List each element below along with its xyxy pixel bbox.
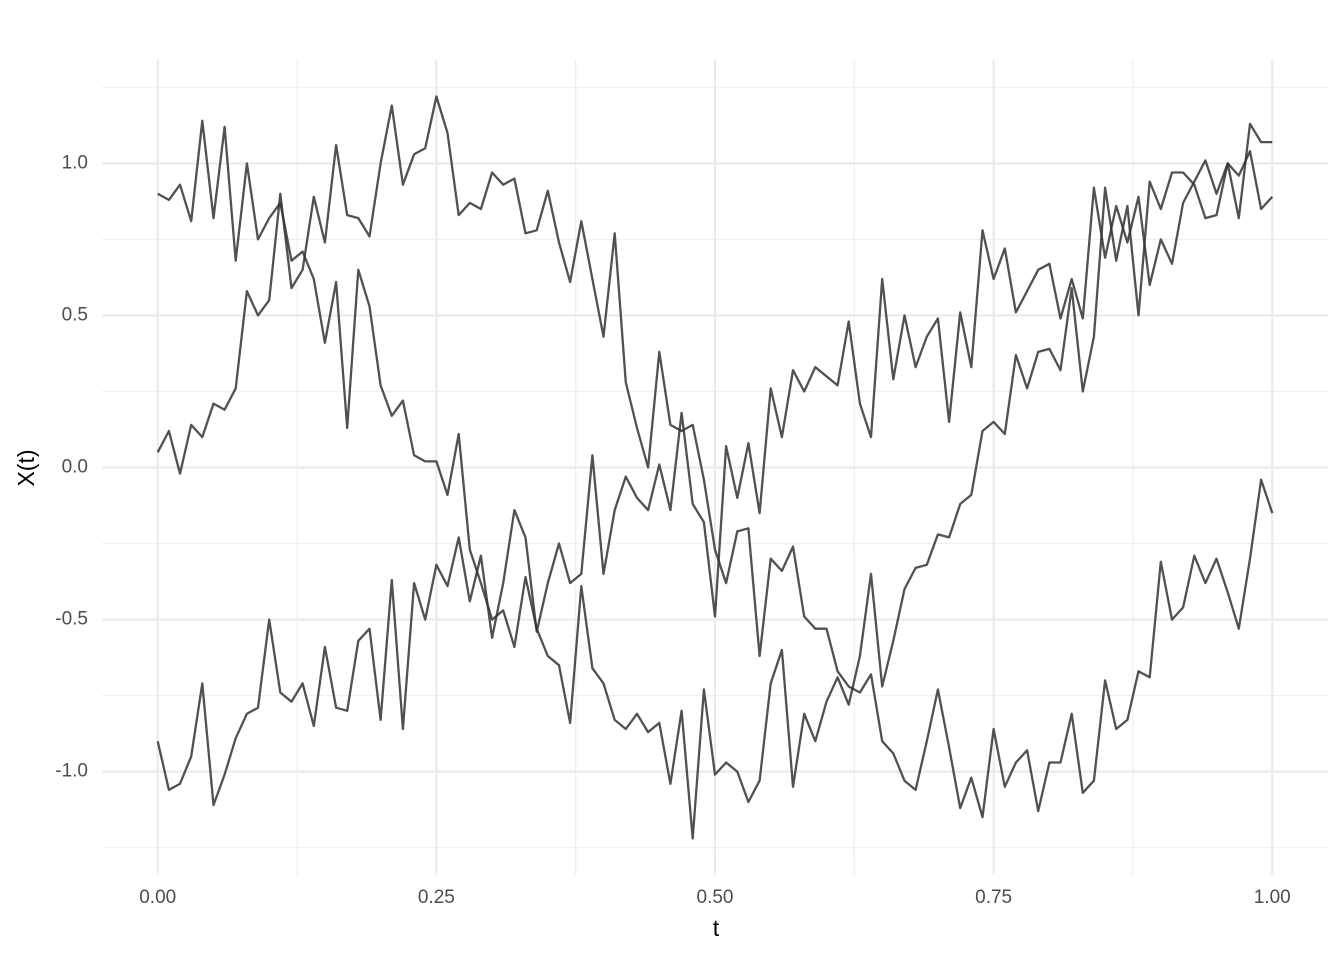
x-tick-label: 0.50 bbox=[697, 887, 734, 908]
y-tick-label: -0.5 bbox=[55, 609, 88, 630]
x-axis-title: t bbox=[713, 915, 720, 941]
series-line bbox=[156, 95, 1274, 819]
x-tick-label: 0.00 bbox=[139, 887, 176, 908]
y-tick-label: -1.0 bbox=[55, 761, 88, 782]
y-axis-title: X(t) bbox=[13, 449, 39, 486]
y-tick-label: 0.5 bbox=[62, 304, 88, 325]
x-tick-label: 1.00 bbox=[1254, 887, 1291, 908]
series-line bbox=[156, 150, 1274, 807]
series-line bbox=[157, 119, 1273, 840]
y-tick-label: 0.0 bbox=[62, 457, 88, 478]
x-tick-label: 0.25 bbox=[418, 887, 455, 908]
y-tick-label: 1.0 bbox=[62, 152, 88, 173]
x-tick-label: 0.75 bbox=[975, 887, 1012, 908]
